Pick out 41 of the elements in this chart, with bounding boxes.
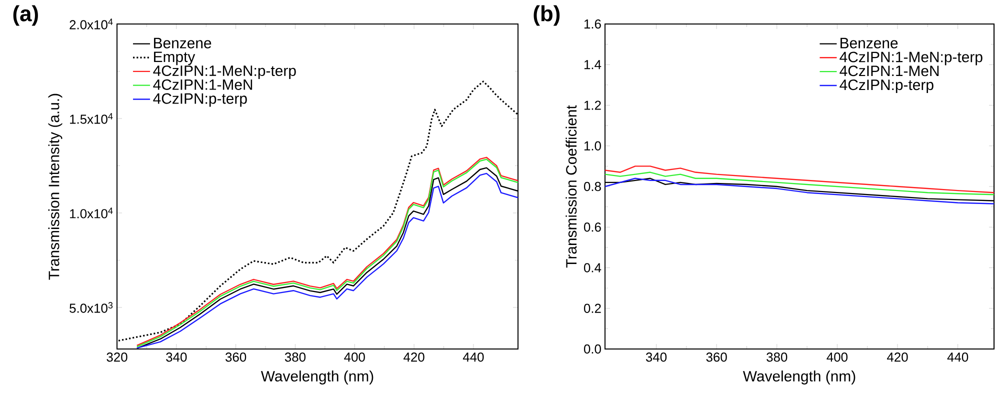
y-tick-label: 2.0x10$^{4}$: [70, 18, 113, 30]
y-tick-label: 0.4: [584, 263, 602, 272]
x-tick-label: 420: [404, 352, 424, 362]
x-tick-label: 400: [344, 352, 365, 362]
legend-label: Benzene: [840, 38, 898, 48]
legend-label: 4CzIPN:1-MeN:p-terp: [840, 52, 982, 66]
y-tick-label: 0.8: [584, 182, 601, 192]
x-tick-label: 380: [284, 352, 306, 362]
y-tick-label: 1.0: [584, 141, 601, 150]
y-tick-label: 0.6: [584, 222, 601, 232]
chart-title: (b): [534, 5, 560, 26]
y-tick-label: 1.4: [584, 60, 602, 70]
legend-label: 4CzIPN:p-terp: [153, 93, 247, 107]
y-axis-title: Transmission Intensity (a.u.): [48, 94, 62, 280]
legend-label: 4CzIPN:1-MeN: [840, 66, 939, 76]
y-tick-label: 0.2: [584, 304, 601, 313]
y-tick-label: 1.0x10$^{4}$: [70, 208, 113, 218]
legend-label: Empty: [154, 52, 196, 66]
x-tick-label: 440: [947, 352, 968, 362]
x-axis-title: Wavelength (nm): [742, 370, 856, 384]
chart-title: (a): [13, 5, 38, 26]
legend-label: 4CzIPN:p-terp: [840, 80, 934, 94]
x-tick-label: 360: [706, 352, 727, 362]
legend-label: Benzene: [154, 38, 212, 48]
x-tick-label: 340: [646, 352, 667, 362]
legend-label: 4CzIPN:1-MeN:p-terp: [153, 65, 296, 79]
y-tick-label: 1.5x10$^{4}$: [70, 113, 113, 124]
y-axis-title: Transmission Coefficient: [566, 105, 577, 268]
x-tick-label: 380: [766, 352, 788, 362]
x-tick-label: 360: [226, 352, 246, 362]
y-tick-label: 1.6: [584, 19, 601, 29]
y-tick-label: 0.0: [584, 344, 601, 354]
x-tick-label: 400: [826, 352, 848, 362]
x-tick-label: 440: [462, 352, 484, 362]
x-axis-title: Wavelength (nm): [260, 370, 374, 384]
x-tick-label: 420: [887, 352, 908, 362]
legend-label: 4CzIPN:1-MeN: [153, 79, 252, 90]
x-tick-label: 320: [106, 352, 128, 362]
y-tick-label: 5.0x10$^{3}$: [70, 302, 113, 313]
x-tick-label: 340: [166, 352, 187, 362]
y-tick-label: 1.2: [584, 100, 601, 110]
